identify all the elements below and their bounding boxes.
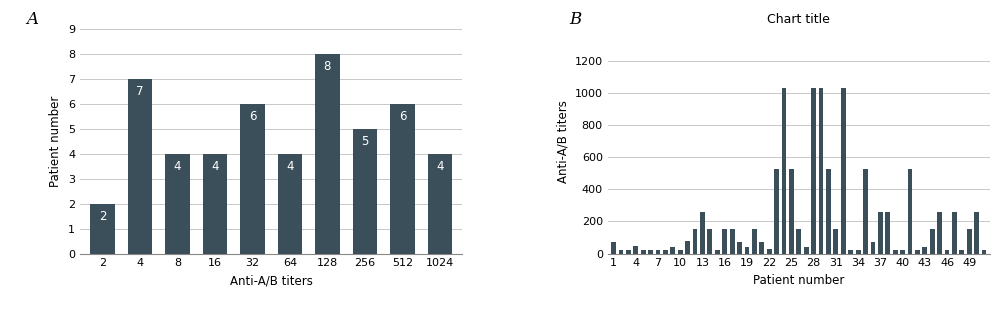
- Bar: [353, 129, 377, 254]
- Bar: [700, 212, 705, 254]
- Text: 8: 8: [324, 60, 331, 73]
- Text: 4: 4: [436, 160, 444, 173]
- Bar: [745, 247, 749, 254]
- Bar: [974, 212, 979, 254]
- Bar: [128, 79, 152, 254]
- Bar: [774, 169, 779, 254]
- Bar: [428, 153, 452, 254]
- Bar: [759, 242, 764, 254]
- Bar: [863, 169, 868, 254]
- Bar: [633, 246, 638, 254]
- Title: Chart title: Chart title: [767, 13, 830, 26]
- Bar: [390, 104, 415, 254]
- Text: 4: 4: [174, 160, 181, 173]
- Bar: [848, 250, 853, 254]
- Bar: [871, 242, 875, 254]
- Bar: [900, 250, 905, 254]
- Text: 6: 6: [399, 110, 406, 123]
- Text: 2: 2: [99, 210, 106, 223]
- Bar: [782, 88, 786, 254]
- Bar: [819, 88, 823, 254]
- Bar: [811, 88, 816, 254]
- Bar: [707, 230, 712, 254]
- Bar: [982, 250, 986, 254]
- Bar: [893, 250, 898, 254]
- Y-axis label: Patient number: Patient number: [49, 95, 62, 187]
- Bar: [670, 247, 675, 254]
- Bar: [240, 104, 265, 254]
- Bar: [737, 242, 742, 254]
- Bar: [767, 249, 772, 254]
- Bar: [656, 250, 660, 254]
- Bar: [752, 230, 757, 254]
- Bar: [278, 153, 302, 254]
- Text: 5: 5: [361, 135, 369, 148]
- Bar: [203, 153, 227, 254]
- Bar: [722, 230, 727, 254]
- Bar: [959, 250, 964, 254]
- Bar: [915, 250, 920, 254]
- Text: 7: 7: [136, 85, 144, 98]
- Bar: [826, 169, 831, 254]
- Text: 4: 4: [211, 160, 219, 173]
- Bar: [885, 212, 890, 254]
- Bar: [833, 230, 838, 254]
- Bar: [841, 88, 846, 254]
- Bar: [945, 250, 949, 254]
- Bar: [165, 153, 190, 254]
- Y-axis label: Anti-A/B titers: Anti-A/B titers: [556, 100, 569, 183]
- Bar: [937, 212, 942, 254]
- Bar: [315, 54, 340, 254]
- Text: 6: 6: [249, 110, 256, 123]
- Bar: [619, 250, 623, 254]
- Bar: [715, 250, 720, 254]
- Bar: [856, 250, 861, 254]
- Bar: [804, 247, 809, 254]
- Bar: [789, 169, 794, 254]
- Bar: [967, 230, 972, 254]
- Bar: [663, 250, 668, 254]
- Bar: [693, 230, 697, 254]
- Bar: [908, 169, 912, 254]
- Bar: [611, 242, 616, 254]
- Bar: [90, 204, 115, 254]
- X-axis label: Anti-A/B titers: Anti-A/B titers: [230, 274, 313, 287]
- Bar: [878, 212, 883, 254]
- Bar: [685, 241, 690, 254]
- Bar: [930, 230, 935, 254]
- X-axis label: Patient number: Patient number: [753, 274, 845, 287]
- Bar: [626, 250, 631, 254]
- Bar: [952, 212, 957, 254]
- Bar: [796, 230, 801, 254]
- Text: A: A: [26, 10, 38, 28]
- Bar: [648, 250, 653, 254]
- Text: 4: 4: [286, 160, 294, 173]
- Bar: [922, 247, 927, 254]
- Text: B: B: [569, 10, 582, 28]
- Bar: [730, 230, 735, 254]
- Bar: [641, 250, 646, 254]
- Bar: [678, 250, 683, 254]
